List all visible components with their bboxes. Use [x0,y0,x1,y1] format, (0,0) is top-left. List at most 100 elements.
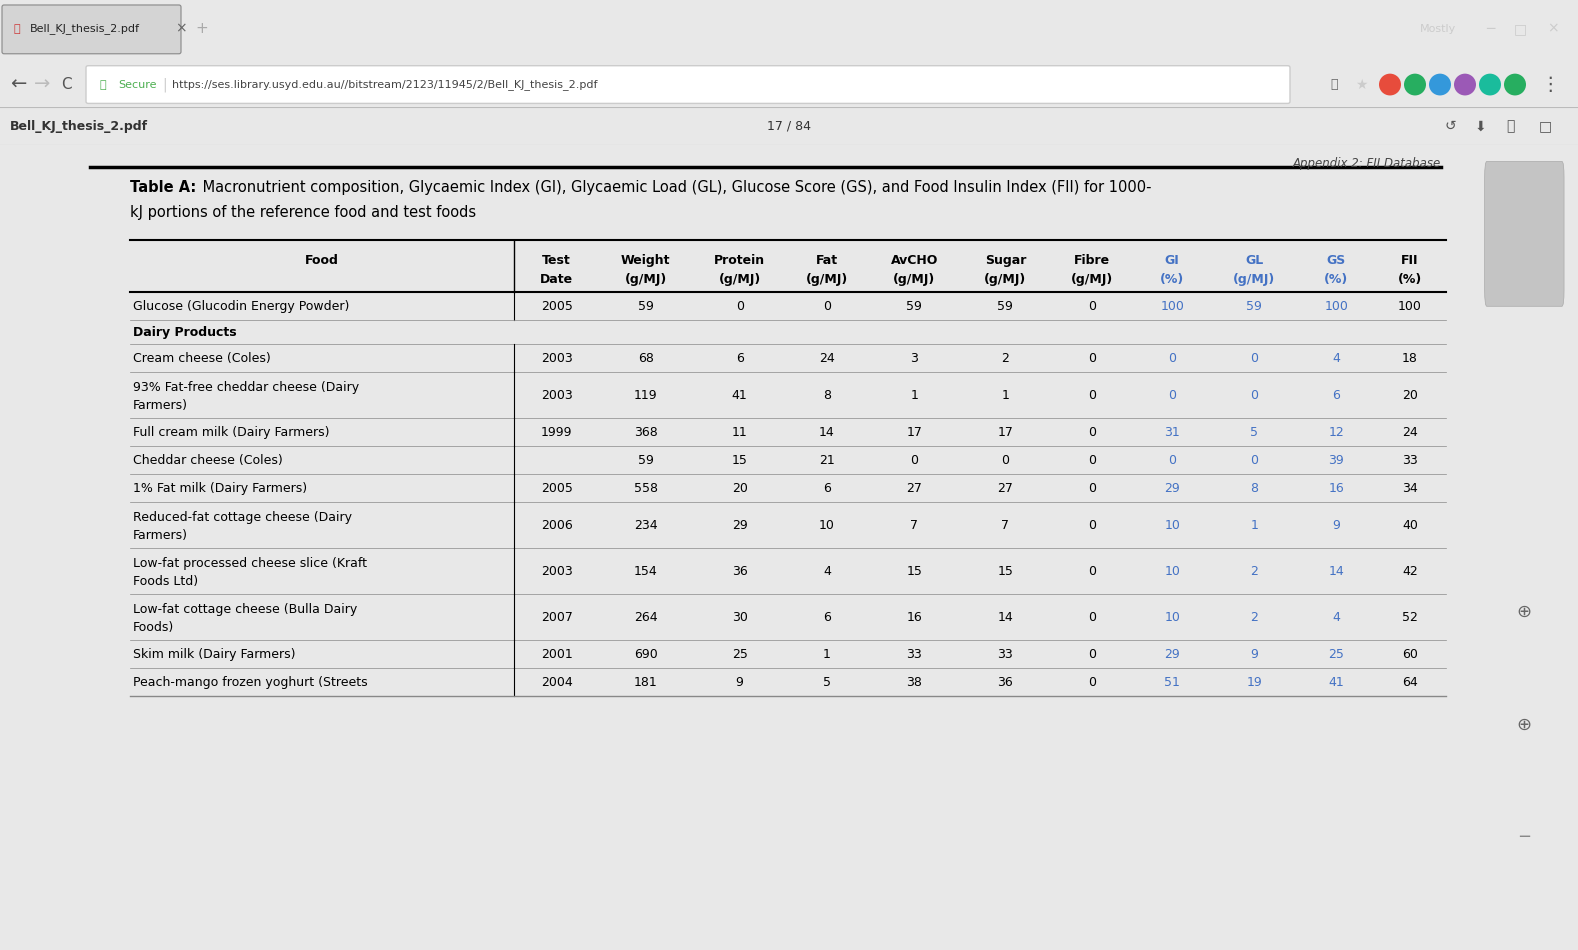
Text: 4: 4 [1332,352,1340,365]
Text: 59: 59 [997,300,1013,313]
Text: 0: 0 [1250,389,1258,402]
Text: 27: 27 [906,482,922,495]
Text: 0: 0 [1002,454,1010,466]
Text: 0: 0 [1087,300,1097,313]
Circle shape [1404,74,1427,95]
Text: ★: ★ [1356,78,1368,91]
Text: Full cream milk (Dairy Farmers): Full cream milk (Dairy Farmers) [133,426,330,439]
Text: Farmers): Farmers) [133,529,188,542]
Text: 558: 558 [634,482,658,495]
Text: 154: 154 [634,565,658,578]
Text: 9: 9 [1250,648,1258,661]
Text: Low-fat processed cheese slice (Kraft: Low-fat processed cheese slice (Kraft [133,557,368,570]
Text: 0: 0 [1087,454,1097,466]
Text: 0: 0 [1087,675,1097,689]
Text: 14: 14 [1329,565,1344,578]
Text: 59: 59 [638,454,653,466]
Text: 100: 100 [1160,300,1184,313]
Text: (g/MJ): (g/MJ) [806,274,847,286]
Text: 41: 41 [732,389,748,402]
Text: Reduced-fat cottage cheese (Dairy: Reduced-fat cottage cheese (Dairy [133,510,352,523]
Text: 18: 18 [1401,352,1417,365]
Text: 27: 27 [997,482,1013,495]
Text: 7: 7 [911,519,918,532]
Text: 1: 1 [824,648,832,661]
Text: 2: 2 [1250,565,1258,578]
Text: 1% Fat milk (Dairy Farmers): 1% Fat milk (Dairy Farmers) [133,482,308,495]
Text: (g/MJ): (g/MJ) [1232,274,1275,286]
Text: Skim milk (Dairy Farmers): Skim milk (Dairy Farmers) [133,648,295,661]
Text: Mostly: Mostly [1420,24,1456,34]
Text: 0: 0 [1087,648,1097,661]
Text: 8: 8 [824,389,832,402]
Text: 21: 21 [819,454,835,466]
Text: C: C [60,77,71,92]
Text: 40: 40 [1401,519,1417,532]
Text: 25: 25 [1329,648,1344,661]
Text: 1999: 1999 [541,426,573,439]
Text: 4: 4 [1332,611,1340,624]
Circle shape [1479,74,1501,95]
Text: Foods Ltd): Foods Ltd) [133,575,199,588]
Text: 0: 0 [1087,426,1097,439]
Text: 68: 68 [638,352,653,365]
Text: 0: 0 [1250,454,1258,466]
Text: ⬇: ⬇ [1474,120,1486,133]
Text: 181: 181 [634,675,658,689]
Text: 2: 2 [1002,352,1010,365]
Text: 59: 59 [1247,300,1262,313]
Text: 0: 0 [1250,352,1258,365]
Text: AvCHO: AvCHO [890,255,937,267]
Text: 19: 19 [1247,675,1262,689]
Text: Cream cheese (Coles): Cream cheese (Coles) [133,352,271,365]
Text: 100: 100 [1324,300,1348,313]
Text: 0: 0 [1087,519,1097,532]
Text: GL: GL [1245,255,1264,267]
Text: 38: 38 [906,675,922,689]
Text: Test: Test [543,255,571,267]
Text: 8: 8 [1250,482,1258,495]
Text: 234: 234 [634,519,658,532]
Text: 17: 17 [906,426,922,439]
Text: 119: 119 [634,389,658,402]
Text: (g/MJ): (g/MJ) [985,274,1027,286]
Text: 10: 10 [819,519,835,532]
Text: Glucose (Glucodin Energy Powder): Glucose (Glucodin Energy Powder) [133,300,349,313]
Text: Fibre: Fibre [1075,255,1109,267]
Text: (%): (%) [1398,274,1422,286]
Text: 6: 6 [1332,389,1340,402]
Text: (g/MJ): (g/MJ) [718,274,761,286]
Text: 41: 41 [1329,675,1344,689]
Text: 39: 39 [1329,454,1344,466]
Text: 2007: 2007 [541,611,573,624]
Text: 10: 10 [1165,565,1180,578]
Text: Fat: Fat [816,255,838,267]
Text: 690: 690 [634,648,658,661]
Text: 25: 25 [732,648,748,661]
Text: 2003: 2003 [541,565,573,578]
Text: |: | [163,77,167,92]
Text: 16: 16 [1329,482,1344,495]
Text: 7: 7 [1002,519,1010,532]
Text: 33: 33 [1401,454,1417,466]
Text: (g/MJ): (g/MJ) [893,274,936,286]
Text: +: + [196,22,208,36]
Text: 0: 0 [824,300,832,313]
Text: 33: 33 [997,648,1013,661]
Text: 30: 30 [732,611,748,624]
Text: 9: 9 [1332,519,1340,532]
Text: GI: GI [1165,255,1179,267]
Text: 31: 31 [1165,426,1180,439]
Text: 0: 0 [911,454,918,466]
Text: 2006: 2006 [541,519,573,532]
Text: 10: 10 [1165,519,1180,532]
Text: Sugar: Sugar [985,255,1026,267]
Text: 15: 15 [906,565,922,578]
FancyBboxPatch shape [1485,162,1564,306]
Text: ×: × [1546,22,1559,36]
Text: ⋮: ⋮ [1540,75,1559,94]
Text: (%): (%) [1324,274,1348,286]
Text: 0: 0 [1087,482,1097,495]
Text: 24: 24 [819,352,835,365]
Text: (%): (%) [1160,274,1184,286]
